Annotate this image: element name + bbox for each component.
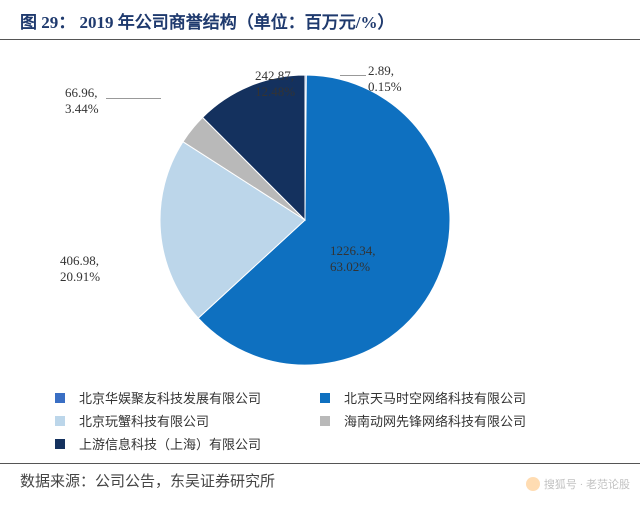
callout-label: 66.96,3.44% (65, 85, 99, 118)
legend-label: 北京天马时空网络科技有限公司 (344, 388, 526, 407)
legend-swatch (55, 416, 65, 426)
chart-title: 图 29： 2019 年公司商誉结构（单位：百万元/%） (0, 0, 640, 40)
legend-row: 北京华娱聚友科技发展有限公司 北京天马时空网络科技有限公司 (55, 388, 585, 407)
watermark: 搜狐号 · 老范论股 (526, 476, 630, 492)
legend-row: 上游信息科技（上海）有限公司 (55, 434, 585, 453)
leader-line (340, 75, 366, 76)
watermark-text: 搜狐号 · 老范论股 (544, 476, 630, 492)
legend-row: 北京玩蟹科技有限公司 海南动网先锋网络科技有限公司 (55, 411, 585, 430)
legend-swatch (320, 393, 330, 403)
callout-label: 242.87,12.48% (255, 68, 295, 101)
legend-label: 上游信息科技（上海）有限公司 (79, 434, 261, 453)
legend-swatch (320, 416, 330, 426)
pie-chart (145, 60, 465, 380)
callout-label: 2.89,0.15% (368, 63, 402, 96)
sohu-icon (526, 477, 540, 491)
chart-area: 2.89,0.15% 1226.34,63.02% 406.98,20.91% 66.… (0, 40, 640, 380)
legend-item: 北京玩蟹科技有限公司 (55, 411, 320, 430)
figure-container: 图 29： 2019 年公司商誉结构（单位：百万元/%） 2.89,0.15% 1… (0, 0, 640, 522)
callout-label: 406.98,20.91% (60, 253, 100, 286)
leader-line (106, 98, 161, 99)
legend-swatch (55, 393, 65, 403)
legend: 北京华娱聚友科技发展有限公司 北京天马时空网络科技有限公司北京玩蟹科技有限公司 海南… (0, 380, 640, 463)
legend-item: 北京华娱聚友科技发展有限公司 (55, 388, 320, 407)
legend-item: 上游信息科技（上海）有限公司 (55, 434, 585, 453)
legend-label: 海南动网先锋网络科技有限公司 (344, 411, 526, 430)
legend-item: 海南动网先锋网络科技有限公司 (320, 411, 585, 430)
legend-item: 北京天马时空网络科技有限公司 (320, 388, 585, 407)
legend-label: 北京玩蟹科技有限公司 (79, 411, 209, 430)
legend-label: 北京华娱聚友科技发展有限公司 (79, 388, 261, 407)
legend-swatch (55, 439, 65, 449)
callout-label: 1226.34,63.02% (330, 243, 376, 276)
